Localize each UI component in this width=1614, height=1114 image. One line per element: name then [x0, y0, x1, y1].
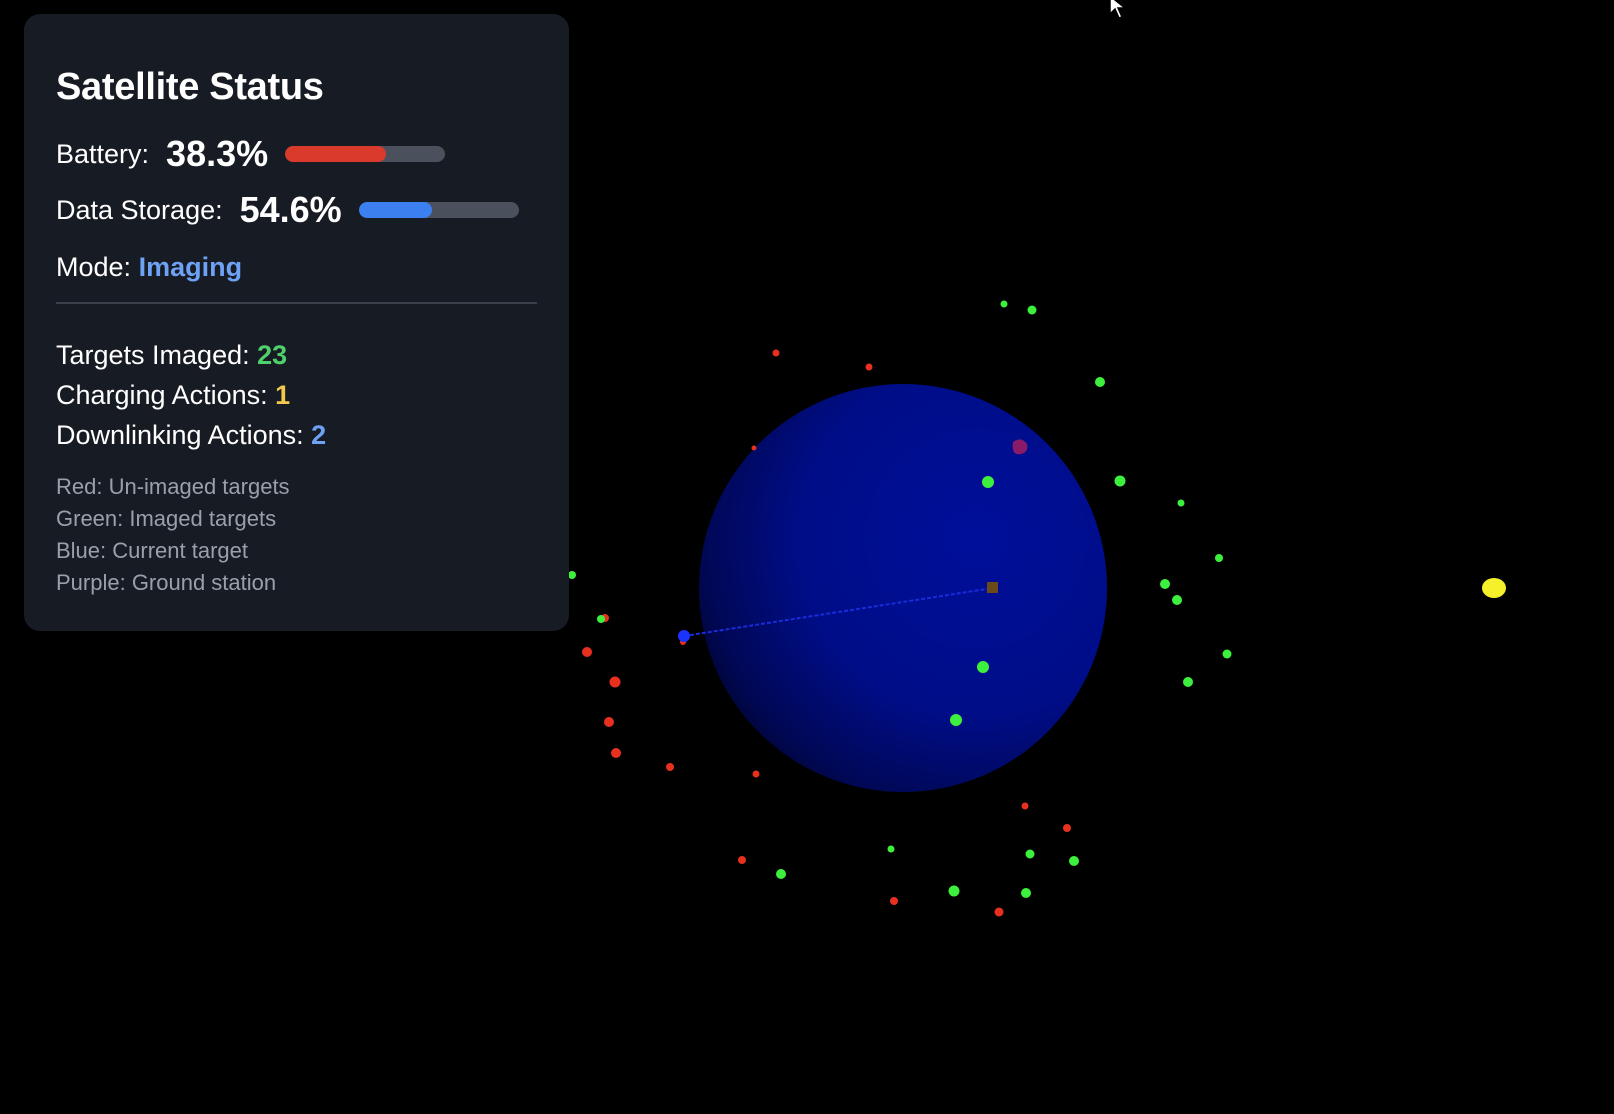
battery-value: 38.3% — [166, 133, 269, 174]
unimaged-target-dot[interactable] — [890, 897, 898, 905]
unimaged-target-dot[interactable] — [994, 907, 1004, 917]
battery-bar-fill — [285, 146, 386, 162]
unimaged-target-dot[interactable] — [582, 647, 592, 657]
imaged-target-dot[interactable] — [948, 885, 960, 897]
panel-title: Satellite Status — [56, 66, 324, 108]
imaged-target-dot[interactable] — [950, 714, 962, 726]
imaged-target-dot[interactable] — [1160, 579, 1170, 589]
charging-actions-label: Charging Actions: — [56, 380, 268, 410]
charging-actions-row: Charging Actions: 1 — [56, 380, 290, 411]
targets-imaged-value: 23 — [257, 340, 288, 370]
imaged-target-dot[interactable] — [568, 571, 576, 579]
imaged-target-dot[interactable] — [1177, 499, 1185, 507]
imaged-target-dot[interactable] — [776, 869, 786, 879]
battery-label: Battery: — [56, 138, 150, 169]
unimaged-target-dot[interactable] — [772, 349, 780, 357]
imaged-target-dot[interactable] — [1025, 849, 1035, 859]
imaged-target-dot[interactable] — [1172, 595, 1182, 605]
sun-marker — [1482, 578, 1506, 598]
planet-sphere — [699, 384, 1107, 792]
imaged-target-dot[interactable] — [1000, 300, 1008, 308]
imaged-target-dot[interactable] — [1021, 888, 1031, 898]
battery-row: Battery: 38.3% — [56, 132, 446, 176]
pointing-line — [683, 587, 994, 637]
imaged-target-dot[interactable] — [887, 845, 895, 853]
legend-unimaged: Red: Un-imaged targets — [56, 474, 290, 499]
targets-imaged-label: Targets Imaged: — [56, 340, 250, 370]
charging-actions-value: 1 — [275, 380, 291, 410]
unimaged-target-dot[interactable] — [752, 770, 760, 778]
storage-bar-fill — [358, 202, 433, 218]
panel-divider — [56, 302, 537, 304]
imaged-target-dot[interactable] — [1069, 856, 1079, 866]
imaged-target-dot[interactable] — [977, 661, 989, 673]
imaged-target-dot[interactable] — [982, 476, 994, 488]
storage-bar — [358, 202, 519, 218]
unimaged-target-dot[interactable] — [1063, 824, 1071, 832]
current-target-marker[interactable] — [678, 630, 690, 642]
storage-row: Data Storage: 54.6% — [56, 188, 519, 232]
unimaged-target-dot[interactable] — [865, 363, 873, 371]
satellite-marker[interactable] — [987, 582, 998, 593]
unimaged-target-dot[interactable] — [666, 763, 674, 771]
legend-current: Blue: Current target — [56, 538, 248, 563]
imaged-target-dot[interactable] — [1027, 305, 1037, 315]
imaged-target-dot[interactable] — [1215, 554, 1223, 562]
downlinking-actions-label: Downlinking Actions: — [56, 420, 304, 450]
legend-imaged: Green: Imaged targets — [56, 506, 277, 531]
imaged-target-dot[interactable] — [597, 615, 605, 623]
mouse-cursor-icon — [1109, 0, 1128, 19]
unimaged-target-dot[interactable] — [604, 717, 614, 727]
mode-value: Imaging — [138, 252, 243, 282]
mode-label: Mode: — [56, 252, 132, 282]
imaged-target-dot[interactable] — [1095, 377, 1105, 387]
targets-imaged-row: Targets Imaged: 23 — [56, 340, 287, 371]
imaged-target-dot[interactable] — [1114, 475, 1126, 487]
satellite-status-panel: Satellite Status Battery: 38.3% Data Sto… — [24, 14, 569, 631]
storage-value: 54.6% — [239, 189, 342, 230]
unimaged-target-dot[interactable] — [738, 856, 746, 864]
imaged-target-dot[interactable] — [1183, 677, 1193, 687]
imaged-target-dot[interactable] — [1222, 649, 1232, 659]
legend-ground-station: Purple: Ground station — [56, 570, 277, 595]
unimaged-target-dot[interactable] — [751, 445, 757, 451]
unimaged-target-dot[interactable] — [611, 748, 621, 758]
storage-label: Data Storage: — [56, 194, 223, 225]
mode-row: Mode: Imaging — [56, 252, 242, 283]
unimaged-target-dot[interactable] — [609, 676, 621, 688]
ground-station-marker[interactable] — [1012, 439, 1028, 455]
unimaged-target-dot[interactable] — [1021, 802, 1029, 810]
battery-bar — [285, 146, 446, 162]
downlinking-actions-row: Downlinking Actions: 2 — [56, 420, 326, 451]
targets-layer — [568, 300, 1232, 917]
downlinking-actions-value: 2 — [311, 420, 327, 450]
